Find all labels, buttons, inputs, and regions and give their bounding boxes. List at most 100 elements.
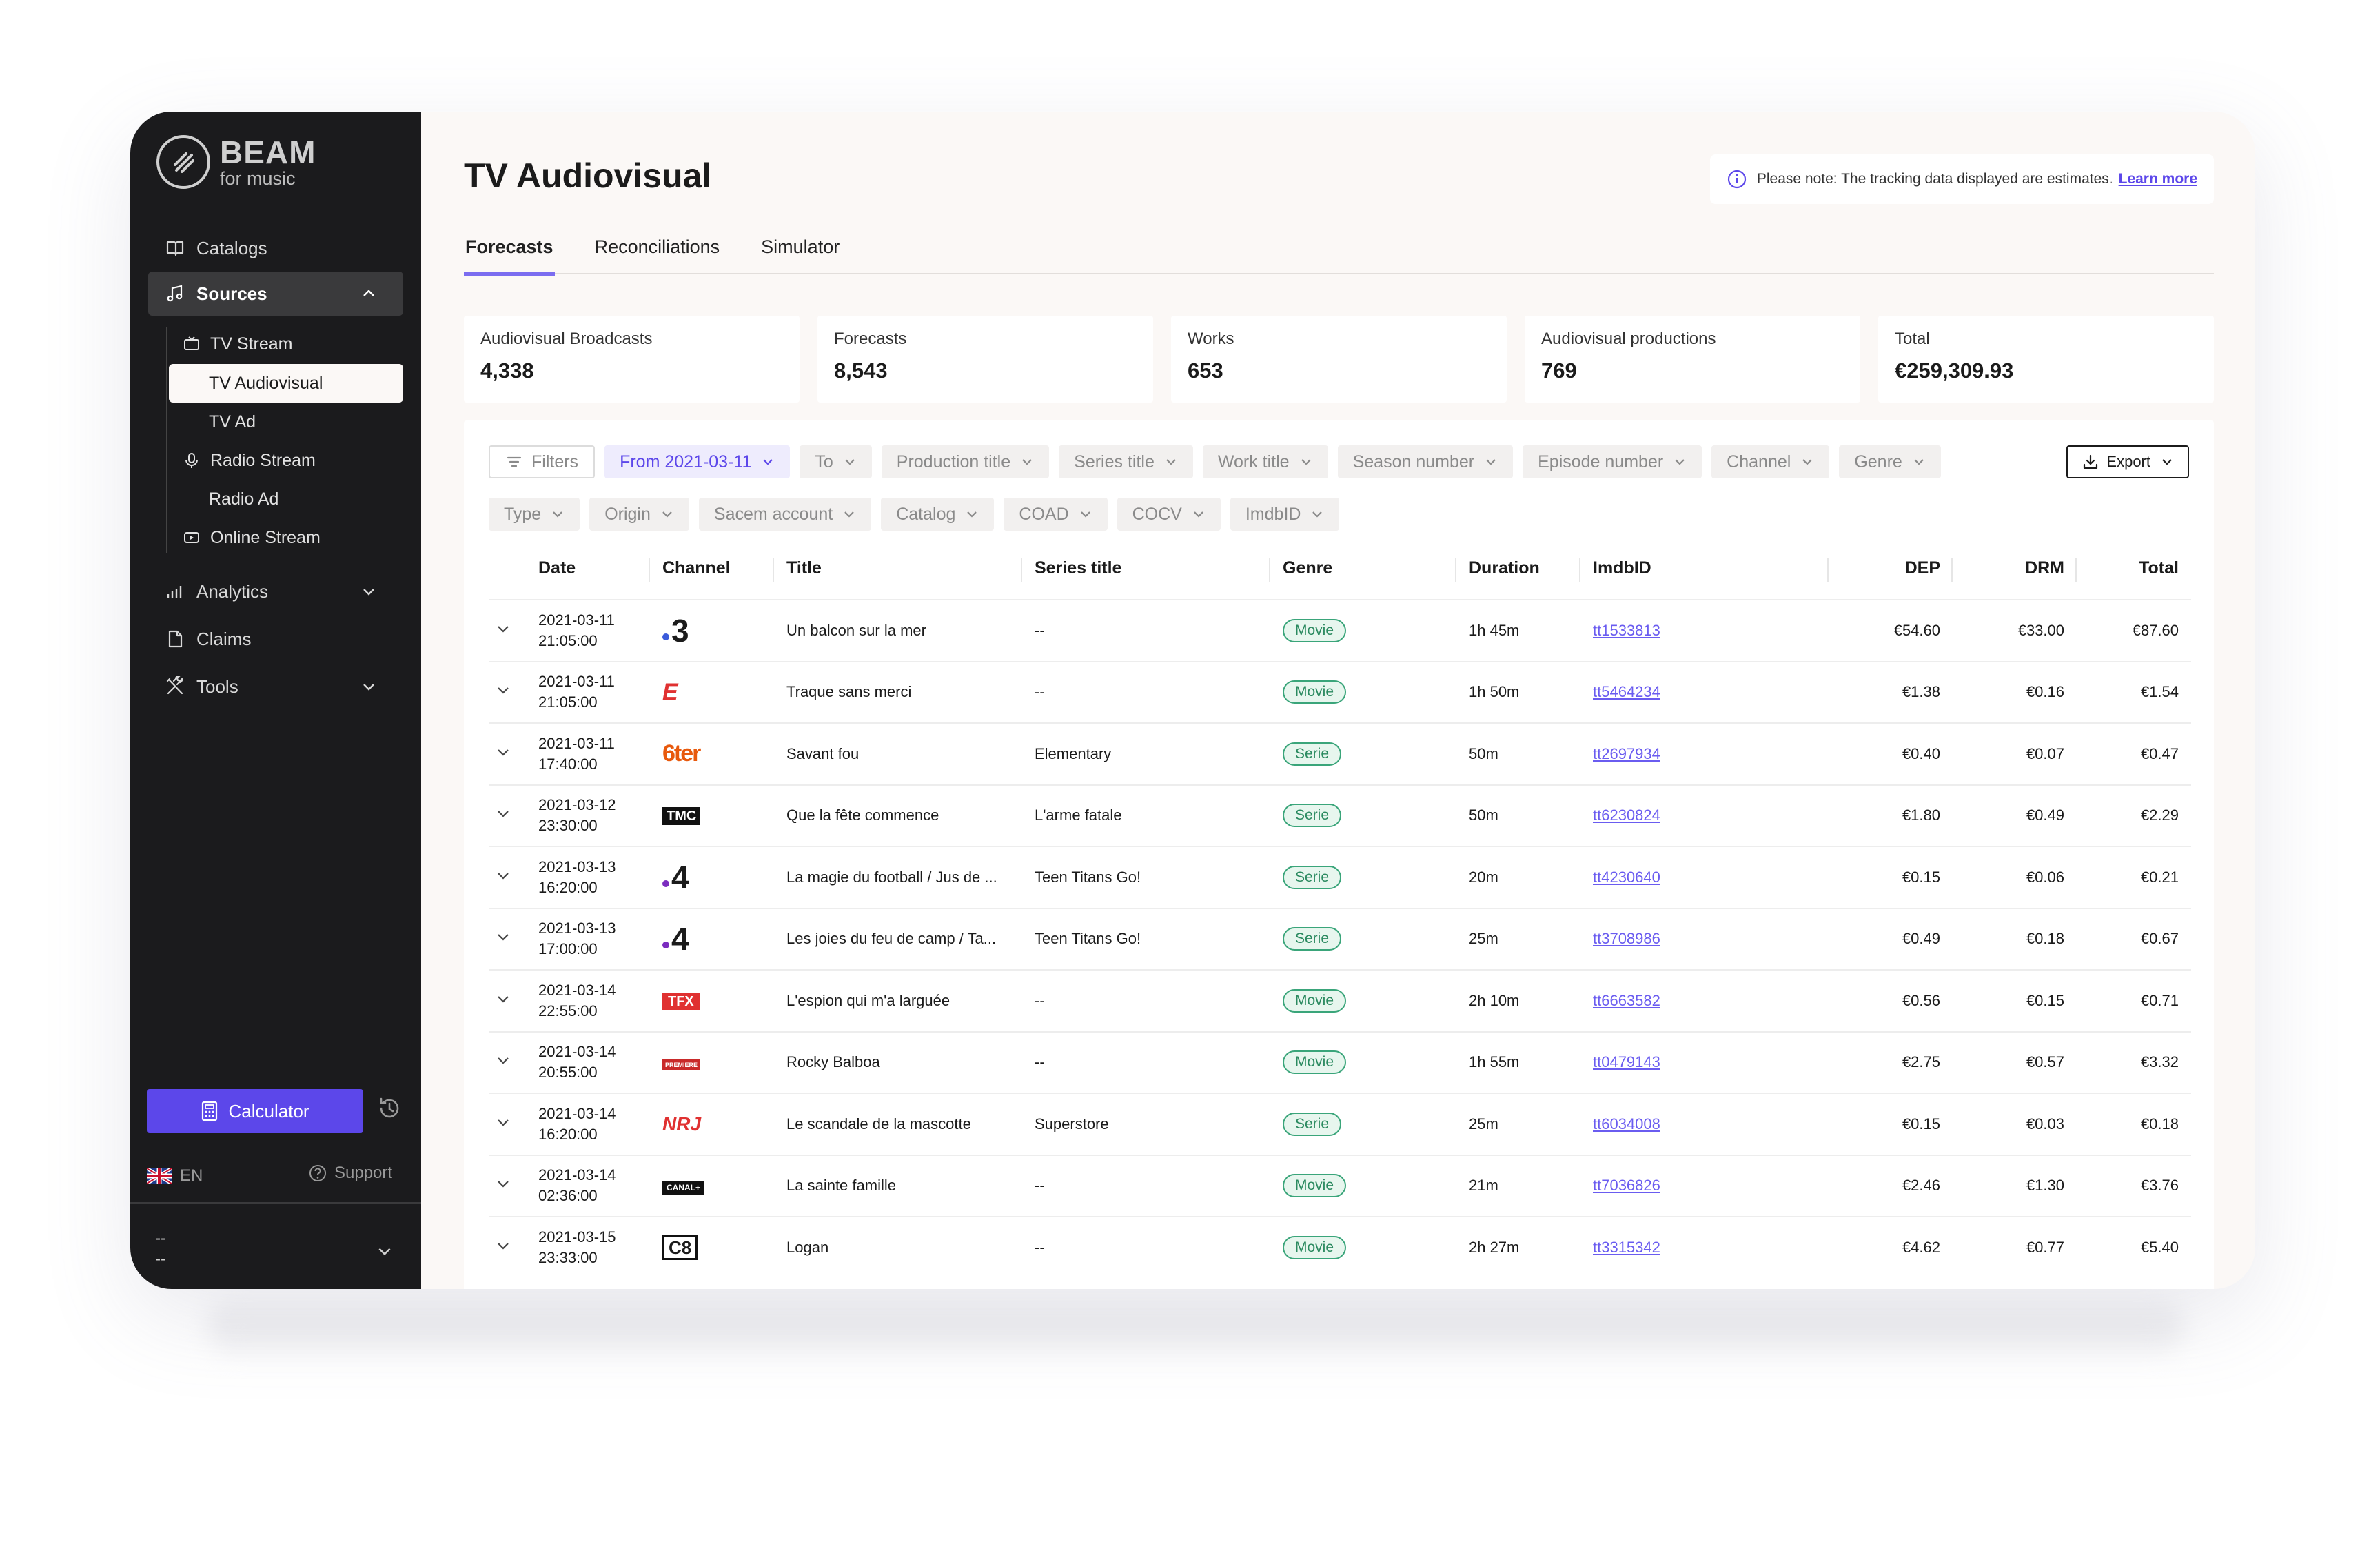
- table-row[interactable]: 2021-03-13 16:20:00 4 La magie du football …: [489, 846, 2191, 908]
- imdb-link[interactable]: tt6034008: [1593, 1115, 1660, 1132]
- imdb-link[interactable]: tt7036826: [1593, 1177, 1660, 1195]
- cell-channel: TFX: [650, 969, 774, 1032]
- tab-reconciliations[interactable]: Reconciliations: [594, 236, 720, 257]
- filter-chip-label: COCV: [1132, 504, 1182, 524]
- column-header-series-title[interactable]: Series title: [1022, 538, 1270, 600]
- column-header-dep[interactable]: DEP: [1829, 538, 1953, 600]
- cell-title: Le scandale de la mascotte: [774, 1093, 1022, 1155]
- export-button[interactable]: Export: [2066, 445, 2189, 478]
- sidebar-subitem-tv-stream[interactable]: TV Stream: [169, 325, 403, 363]
- cell-drm: €0.49: [1953, 784, 2077, 846]
- table-row[interactable]: 2021-03-11 21:05:00 3 Un balcon sur la mer -…: [489, 599, 2191, 662]
- table-row[interactable]: 2021-03-15 23:33:00 C8 Logan -- Movie 2h 27m tt…: [489, 1216, 2191, 1279]
- stat-value: 4,338: [480, 358, 534, 383]
- chevron-down-icon: [1022, 459, 1032, 465]
- column-header-date[interactable]: Date: [526, 538, 650, 600]
- imdb-link[interactable]: tt6230824: [1593, 806, 1660, 824]
- broadcast-date: 2021-03-13: [538, 920, 616, 937]
- history-icon[interactable]: [376, 1095, 403, 1122]
- genre-badge: Serie: [1283, 927, 1342, 951]
- filter-chip-work-title[interactable]: Work title: [1202, 445, 1328, 478]
- filter-chip-season-number[interactable]: Season number: [1337, 445, 1514, 478]
- expand-row-toggle[interactable]: [489, 1030, 526, 1093]
- column-header-total[interactable]: Total: [2139, 558, 2179, 578]
- cell-genre: Movie: [1270, 1154, 1456, 1217]
- filter-chip-type[interactable]: Type: [489, 498, 580, 531]
- filter-chip-to[interactable]: To: [800, 445, 872, 478]
- tab-simulator[interactable]: Simulator: [761, 236, 840, 257]
- sidebar-subitem-label: TV Stream: [210, 334, 293, 354]
- column-header-title[interactable]: Title: [774, 538, 1022, 600]
- sidebar-subitem-tv-ad[interactable]: TV Ad: [169, 403, 403, 441]
- table-row[interactable]: 2021-03-14 16:20:00 NRJ Le scandale de la m…: [489, 1093, 2191, 1155]
- cell-title: Logan: [774, 1216, 1022, 1279]
- sidebar-subitem-radio-stream[interactable]: Radio Stream: [169, 441, 403, 480]
- sidebar-item-analytics[interactable]: Analytics: [148, 569, 403, 613]
- expand-row-toggle[interactable]: [489, 907, 526, 970]
- expand-row-toggle[interactable]: [489, 784, 526, 846]
- column-header-drm[interactable]: DRM: [1953, 538, 2077, 600]
- sidebar-subitem-online-stream[interactable]: Online Stream: [169, 518, 403, 557]
- cell-duration: 1h 55m: [1456, 1030, 1580, 1093]
- filter-chip-origin[interactable]: Origin: [589, 498, 689, 531]
- sidebar-subitem-tv-audiovisual[interactable]: TV Audiovisual: [169, 364, 403, 403]
- filter-chip-catalog[interactable]: Catalog: [881, 498, 995, 531]
- brand-logo[interactable]: BEAM for music: [156, 135, 316, 189]
- column-header-genre[interactable]: Genre: [1270, 538, 1456, 600]
- expand-row-toggle[interactable]: [489, 660, 526, 723]
- table-row[interactable]: 2021-03-11 21:05:00 E Traque sans merci -- Mo…: [489, 660, 2191, 723]
- imdb-link[interactable]: tt3315342: [1593, 1239, 1660, 1257]
- imdb-link[interactable]: tt6663582: [1593, 991, 1660, 1009]
- imdb-link[interactable]: tt1533813: [1593, 621, 1660, 639]
- account-detail: --: [155, 1250, 166, 1268]
- expand-row-toggle[interactable]: [489, 1154, 526, 1217]
- filter-chip-production-title[interactable]: Production title: [881, 445, 1050, 478]
- sidebar-item-sources[interactable]: Sources: [148, 272, 403, 316]
- stat-value: 653: [1188, 358, 1223, 383]
- filter-chip-genre[interactable]: Genre: [1839, 445, 1941, 478]
- expand-row-toggle[interactable]: [489, 1093, 526, 1155]
- filter-chip-from-2021-03-11[interactable]: From 2021-03-11: [604, 445, 791, 478]
- chevron-down-icon[interactable]: [376, 1242, 394, 1260]
- filter-chip-cocv[interactable]: COCV: [1117, 498, 1221, 531]
- calculator-button[interactable]: Calculator: [147, 1089, 363, 1133]
- expand-row-toggle[interactable]: [489, 1216, 526, 1279]
- sidebar-item-tools[interactable]: Tools: [148, 664, 403, 709]
- sidebar-subitem-radio-ad[interactable]: Radio Ad: [169, 480, 403, 518]
- account-switcher[interactable]: -- --: [155, 1228, 166, 1270]
- tab-forecasts[interactable]: Forecasts: [464, 233, 555, 276]
- learn-more-link[interactable]: Learn more: [2118, 171, 2197, 187]
- support-link[interactable]: Support: [308, 1164, 392, 1183]
- table-row[interactable]: 2021-03-14 02:36:00 CANAL+ La sainte famill…: [489, 1154, 2191, 1217]
- column-header-duration[interactable]: Duration: [1456, 538, 1580, 600]
- table-row[interactable]: 2021-03-14 20:55:00 PREMIERE Rocky Balboa --…: [489, 1030, 2191, 1093]
- expand-row-toggle[interactable]: [489, 969, 526, 1032]
- language-selector[interactable]: EN: [147, 1166, 203, 1186]
- filter-chip-sacem-account[interactable]: Sacem account: [698, 498, 872, 531]
- table-row[interactable]: 2021-03-13 17:00:00 4 Les joies du feu de c…: [489, 907, 2191, 970]
- table-row[interactable]: 2021-03-11 17:40:00 6ter Savant fou Elementa…: [489, 722, 2191, 785]
- sidebar-item-claims[interactable]: Claims: [148, 617, 403, 661]
- expand-row-toggle[interactable]: [489, 846, 526, 908]
- genre-badge: Serie: [1283, 865, 1342, 889]
- imdb-link[interactable]: tt2697934: [1593, 744, 1660, 762]
- broadcast-date: 2021-03-12: [538, 796, 616, 814]
- filter-chip-imdbid[interactable]: ImdbID: [1230, 498, 1340, 531]
- imdb-link[interactable]: tt0479143: [1593, 1053, 1660, 1071]
- imdb-link[interactable]: tt5464234: [1593, 683, 1660, 701]
- stat-card-broadcasts: Audiovisual Broadcasts 4,338: [464, 316, 800, 403]
- filter-chip-episode-number[interactable]: Episode number: [1523, 445, 1702, 478]
- sidebar-item-catalogs[interactable]: Catalogs: [148, 226, 403, 270]
- table-row[interactable]: 2021-03-14 22:55:00 TFX L'espion qui m'a la…: [489, 969, 2191, 1032]
- column-header-channel[interactable]: Channel: [650, 538, 774, 600]
- filter-chip-channel[interactable]: Channel: [1711, 445, 1830, 478]
- column-header-imdbid[interactable]: ImdbID: [1580, 538, 1829, 600]
- filters-button[interactable]: Filters: [489, 445, 596, 478]
- filter-chip-coad[interactable]: COAD: [1004, 498, 1108, 531]
- imdb-link[interactable]: tt4230640: [1593, 868, 1660, 886]
- table-row[interactable]: 2021-03-12 23:30:00 TMC Que la fête commenc…: [489, 784, 2191, 846]
- filter-chip-series-title[interactable]: Series title: [1059, 445, 1193, 478]
- expand-row-toggle[interactable]: [489, 722, 526, 785]
- expand-row-toggle[interactable]: [489, 599, 526, 662]
- imdb-link[interactable]: tt3708986: [1593, 930, 1660, 948]
